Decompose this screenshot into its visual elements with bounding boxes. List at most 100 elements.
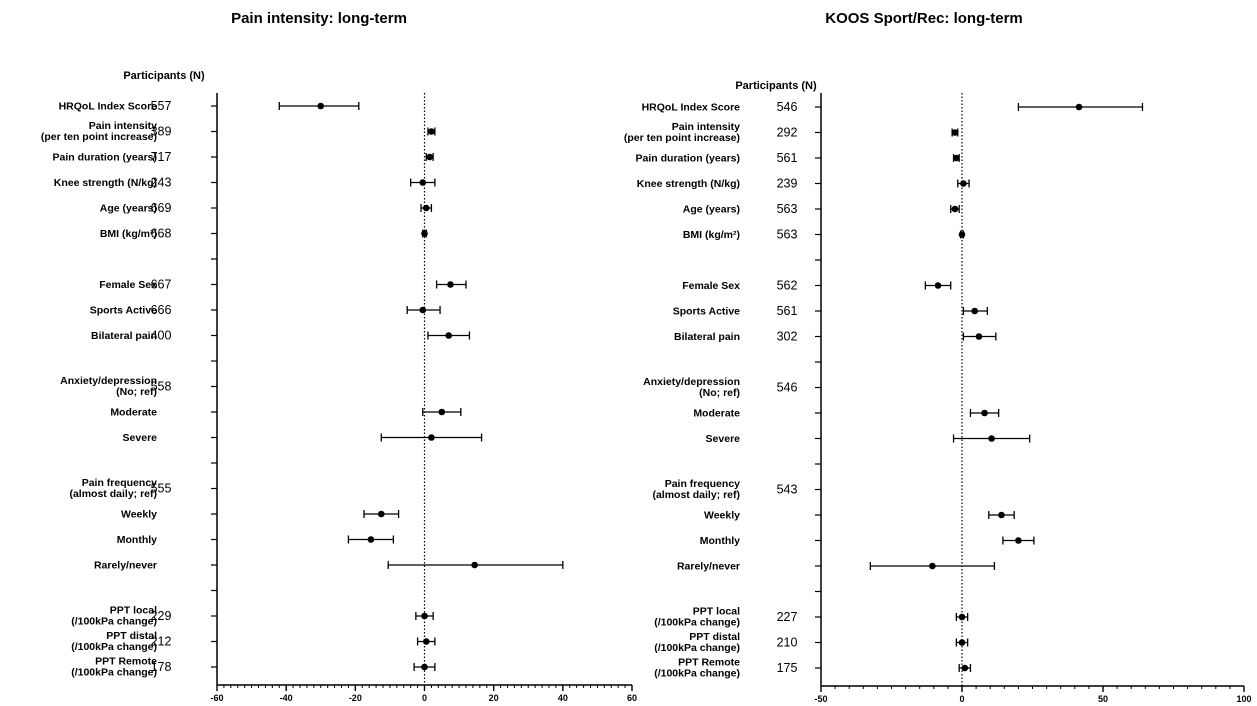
participant-count: 557 — [151, 99, 172, 113]
participant-count: 292 — [777, 126, 798, 140]
x-tick-label: -50 — [814, 694, 827, 704]
row-label: PPT local — [693, 606, 740, 618]
row-label: HRQoL Index Score — [59, 101, 158, 113]
participant-count: 302 — [777, 330, 798, 344]
row-label: HRQoL Index Score — [642, 102, 741, 114]
row-label: Pain frequency — [82, 477, 157, 489]
row-label: Female Sex — [99, 279, 157, 291]
point-estimate — [975, 333, 983, 340]
point-estimate — [471, 561, 478, 569]
point-estimate — [422, 638, 430, 645]
participant-count: 555 — [151, 482, 172, 496]
row-label: Pain intensity — [672, 121, 740, 133]
point-estimate — [929, 562, 936, 570]
point-estimate — [971, 307, 978, 315]
row-label: Sports Active — [90, 305, 157, 317]
row-label: BMI (kg/m²) — [100, 228, 157, 240]
x-tick-label: 20 — [489, 693, 499, 703]
x-tick-label: 100 — [1236, 694, 1251, 704]
x-tick-label: -40 — [280, 693, 293, 703]
participant-count: 668 — [151, 227, 172, 241]
point-estimate — [426, 153, 433, 161]
point-estimate — [377, 510, 385, 518]
participant-count: 563 — [777, 202, 798, 216]
participant-count: 239 — [777, 177, 798, 191]
point-estimate — [428, 434, 435, 441]
participant-count: 667 — [151, 278, 172, 292]
row-label-sub: (No; ref) — [116, 386, 157, 398]
x-tick-label: 50 — [1098, 694, 1108, 704]
row-label: PPT Remote — [95, 656, 157, 668]
participant-count: 546 — [777, 100, 798, 114]
row-label: Sports Active — [673, 306, 740, 318]
point-estimate — [998, 511, 1005, 519]
participant-count: 666 — [151, 303, 172, 317]
row-label-sub: (per ten point increase) — [624, 132, 740, 144]
point-estimate — [428, 128, 435, 135]
row-label-sub: (almost daily; ref) — [652, 489, 740, 501]
participant-count: 562 — [777, 279, 798, 293]
point-estimate — [419, 179, 427, 186]
row-label: Pain intensity — [89, 120, 157, 132]
row-label: PPT local — [110, 605, 157, 617]
row-label: Bilateral pain — [91, 330, 157, 342]
row-label: Monthly — [117, 534, 157, 546]
chart-title: KOOS Sport/Rec: long-term — [825, 10, 1023, 27]
row-label: Pain frequency — [665, 478, 740, 490]
participant-count: 546 — [777, 381, 798, 395]
x-tick-label: -60 — [210, 693, 223, 703]
point-estimate — [981, 409, 988, 417]
row-label: Severe — [706, 433, 741, 445]
row-label: Moderate — [110, 407, 157, 419]
participant-count: 212 — [151, 635, 172, 649]
point-estimate — [934, 282, 942, 289]
chart-title: Pain intensity: long-term — [231, 10, 407, 27]
point-estimate — [988, 435, 995, 442]
participant-count: 210 — [777, 636, 798, 650]
point-estimate — [421, 230, 428, 237]
row-label: Anxiety/depression — [643, 376, 740, 388]
point-estimate — [421, 612, 428, 620]
row-label: Knee strength (N/kg) — [637, 178, 740, 190]
point-estimate — [1015, 537, 1022, 544]
participants-header: Participants (N) — [735, 80, 817, 92]
point-estimate — [421, 663, 428, 671]
point-estimate — [367, 536, 375, 543]
participant-count: 561 — [777, 304, 798, 318]
point-estimate — [317, 102, 325, 110]
row-label: Female Sex — [682, 280, 740, 292]
row-label-sub: (/100kPa change) — [71, 641, 157, 653]
row-label: Age (years) — [100, 203, 157, 215]
participant-count: 243 — [151, 176, 172, 190]
row-label: Moderate — [693, 408, 740, 420]
x-tick-label: 60 — [627, 693, 637, 703]
row-label: BMI (kg/m²) — [683, 229, 740, 241]
point-estimate — [953, 154, 960, 162]
row-label: PPT Remote — [678, 657, 740, 669]
participant-count: 543 — [777, 483, 798, 497]
point-estimate — [438, 408, 446, 416]
row-label: Age (years) — [683, 204, 740, 216]
row-label: Pain duration (years) — [53, 152, 157, 164]
point-estimate — [951, 129, 959, 136]
row-label: PPT distal — [106, 630, 157, 642]
point-estimate — [951, 205, 959, 213]
point-estimate — [1075, 103, 1083, 111]
row-label: PPT distal — [689, 631, 740, 643]
row-label: Monthly — [700, 535, 740, 547]
participant-count: 563 — [777, 228, 798, 242]
row-label: Knee strength (N/kg) — [54, 177, 157, 189]
row-label-sub: (/100kPa change) — [71, 616, 157, 628]
participant-count: 178 — [151, 660, 172, 674]
row-label-sub: (almost daily; ref) — [69, 488, 157, 500]
participant-count: 389 — [151, 125, 172, 139]
row-label-sub: (/100kPa change) — [654, 617, 740, 629]
point-estimate — [961, 664, 969, 672]
row-label: Pain duration (years) — [636, 153, 740, 165]
x-tick-label: 0 — [422, 693, 427, 703]
participant-count: 400 — [151, 329, 172, 343]
row-label-sub: (/100kPa change) — [654, 642, 740, 654]
row-label: Rarely/never — [94, 560, 157, 572]
participant-count: 175 — [777, 661, 798, 675]
